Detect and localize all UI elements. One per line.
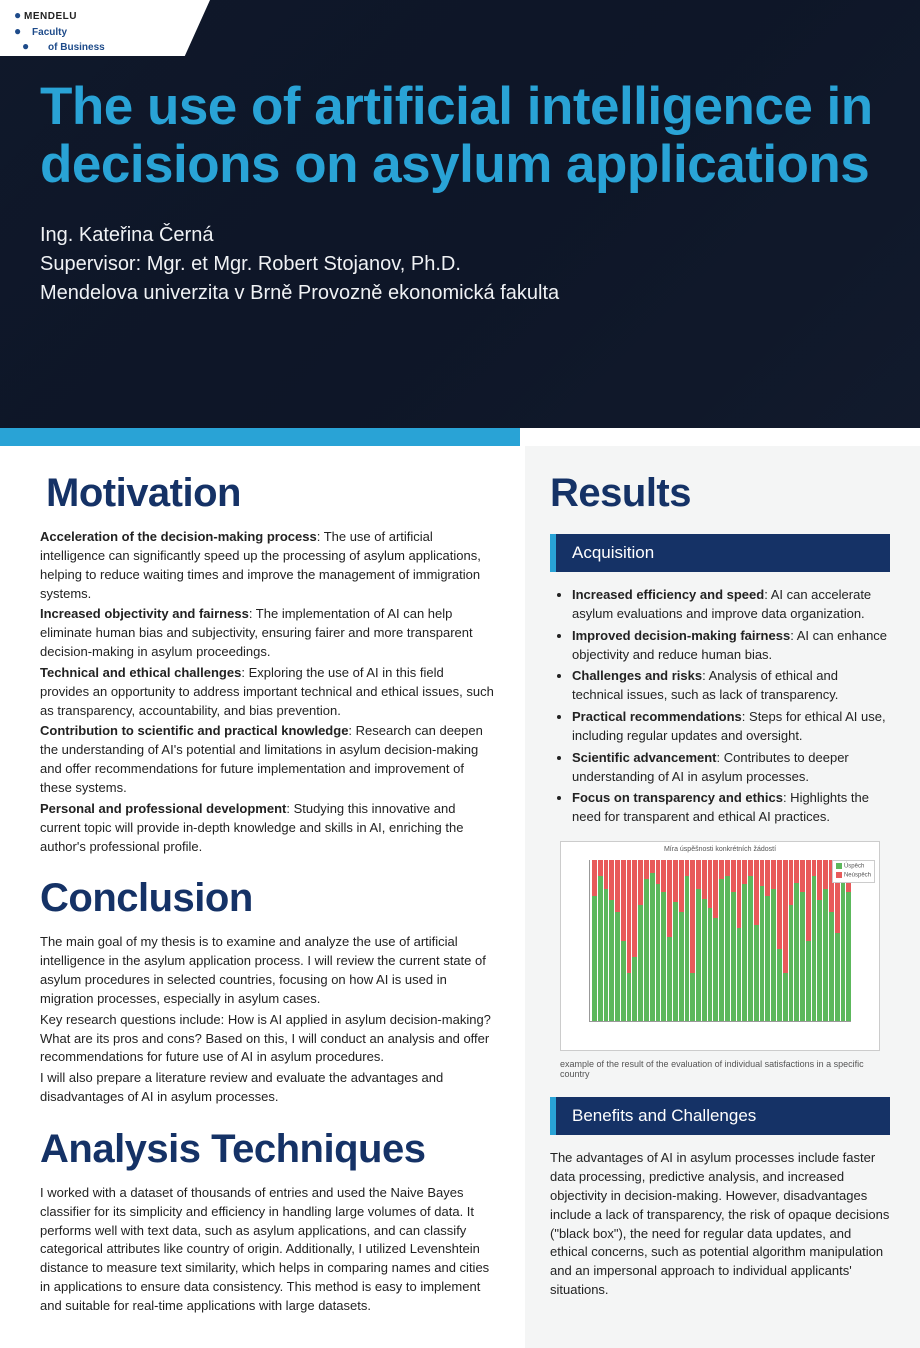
chart-bar	[719, 860, 724, 1021]
chart-bar	[679, 860, 684, 1021]
motivation-item: Acceleration of the decision-making proc…	[40, 528, 495, 603]
left-column: Motivation Acceleration of the decision-…	[0, 446, 525, 1348]
chart-caption: example of the result of the evaluation …	[560, 1059, 890, 1079]
chart-bar	[794, 860, 799, 1021]
chart-bar	[673, 860, 678, 1021]
conclusion-body: The main goal of my thesis is to examine…	[40, 933, 495, 1107]
motivation-heading: Motivation	[46, 471, 495, 516]
results-heading: Results	[550, 471, 890, 516]
logo-line3: of Business	[48, 42, 105, 53]
acquisition-bullet: Practical recommendations: Steps for eth…	[572, 708, 890, 746]
chart-bar	[765, 860, 770, 1021]
supervisor: Supervisor: Mgr. et Mgr. Robert Stojanov…	[40, 250, 880, 279]
acquisition-bullet: Challenges and risks: Analysis of ethica…	[572, 667, 890, 705]
motivation-body: Acceleration of the decision-making proc…	[40, 528, 495, 856]
chart-bar	[713, 860, 718, 1021]
motivation-item: Contribution to scientific and practical…	[40, 722, 495, 797]
chart-bars	[589, 860, 851, 1022]
chart-bar	[685, 860, 690, 1021]
acquisition-bullet: Improved decision-making fairness: AI ca…	[572, 627, 890, 665]
affiliation: Mendelova univerzita v Brně Provozně eko…	[40, 279, 880, 308]
motivation-item: Increased objectivity and fairness: The …	[40, 605, 495, 662]
analysis-heading: Analysis Techniques	[40, 1127, 495, 1172]
chart-bar	[777, 860, 782, 1021]
chart-bar	[783, 860, 788, 1021]
chart-bar	[627, 860, 632, 1021]
acquisition-bullets: Increased efficiency and speed: AI can a…	[550, 586, 890, 827]
conclusion-heading: Conclusion	[40, 876, 495, 921]
chart-bar	[725, 860, 730, 1021]
chart-bar	[650, 860, 655, 1021]
conclusion-paragraph: The main goal of my thesis is to examine…	[40, 933, 495, 1008]
content: Motivation Acceleration of the decision-…	[0, 446, 920, 1348]
chart-bar	[598, 860, 603, 1021]
conclusion-paragraph: Key research questions include: How is A…	[40, 1011, 495, 1068]
chart-bar	[812, 860, 817, 1021]
motivation-item: Technical and ethical challenges: Explor…	[40, 664, 495, 721]
motivation-item: Personal and professional development: S…	[40, 800, 495, 857]
chart-bar	[846, 860, 851, 1021]
analysis-text: I worked with a dataset of thousands of …	[40, 1184, 495, 1316]
chart-bar	[742, 860, 747, 1021]
results-chart: Míra úspěšnosti konkrétních žádostí Úspě…	[560, 841, 880, 1051]
acquisition-bullet: Scientific advancement: Contributes to d…	[572, 749, 890, 787]
acquisition-bullet: Focus on transparency and ethics: Highli…	[572, 789, 890, 827]
right-column: Results Acquisition Increased efficiency…	[525, 446, 920, 1348]
chart-bar	[817, 860, 822, 1021]
chart-bar	[702, 860, 707, 1021]
chart-bar	[632, 860, 637, 1021]
chart-bar	[800, 860, 805, 1021]
author-name: Ing. Kateřina Černá	[40, 221, 880, 250]
acquisition-banner: Acquisition	[550, 534, 890, 572]
benefits-text: The advantages of AI in asylum processes…	[550, 1149, 890, 1300]
chart-bar	[760, 860, 765, 1021]
chart-bar	[789, 860, 794, 1021]
chart-bar	[841, 860, 846, 1021]
chart-bar	[708, 860, 713, 1021]
chart-bar	[656, 860, 661, 1021]
chart-bar	[609, 860, 614, 1021]
author-block: Ing. Kateřina Černá Supervisor: Mgr. et …	[40, 221, 880, 308]
benefits-banner: Benefits and Challenges	[550, 1097, 890, 1135]
chart-title: Míra úspěšnosti konkrétních žádostí	[561, 846, 879, 853]
logo-line1: MENDELU	[24, 11, 77, 22]
chart-bar	[771, 860, 776, 1021]
chart-bar	[621, 860, 626, 1021]
acquisition-bullet: Increased efficiency and speed: AI can a…	[572, 586, 890, 624]
chart-legend: ÚspěchNeúspěch	[832, 860, 875, 883]
chart-bar	[592, 860, 597, 1021]
chart-bar	[604, 860, 609, 1021]
chart-bar	[644, 860, 649, 1021]
chart-bar	[696, 860, 701, 1021]
chart-bar	[829, 860, 834, 1021]
conclusion-paragraph: I will also prepare a literature review …	[40, 1069, 495, 1107]
chart-bar	[823, 860, 828, 1021]
chart-bar	[667, 860, 672, 1021]
logo: ● MENDELU ● Faculty ● of Business ● and …	[0, 0, 210, 56]
chart-bar	[638, 860, 643, 1021]
chart-bar	[690, 860, 695, 1021]
chart-bar	[748, 860, 753, 1021]
chart-bar	[806, 860, 811, 1021]
chart-bar	[731, 860, 736, 1021]
accent-bar	[0, 428, 920, 446]
header: ● MENDELU ● Faculty ● of Business ● and …	[0, 0, 920, 428]
chart-bar	[737, 860, 742, 1021]
logo-line2: Faculty	[32, 27, 67, 38]
chart-bar	[661, 860, 666, 1021]
chart-bar	[615, 860, 620, 1021]
analysis-body: I worked with a dataset of thousands of …	[40, 1184, 495, 1316]
chart-bar	[754, 860, 759, 1021]
chart-bar	[835, 860, 840, 1021]
